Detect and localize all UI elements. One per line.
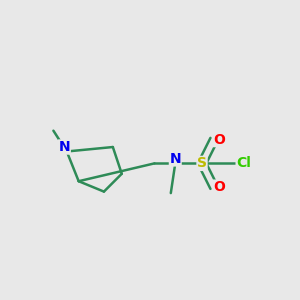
Text: Cl: Cl xyxy=(236,156,251,170)
Text: N: N xyxy=(58,140,70,154)
Text: O: O xyxy=(213,133,225,147)
Text: S: S xyxy=(197,156,207,170)
Text: O: O xyxy=(213,180,225,194)
Text: N: N xyxy=(169,152,181,166)
